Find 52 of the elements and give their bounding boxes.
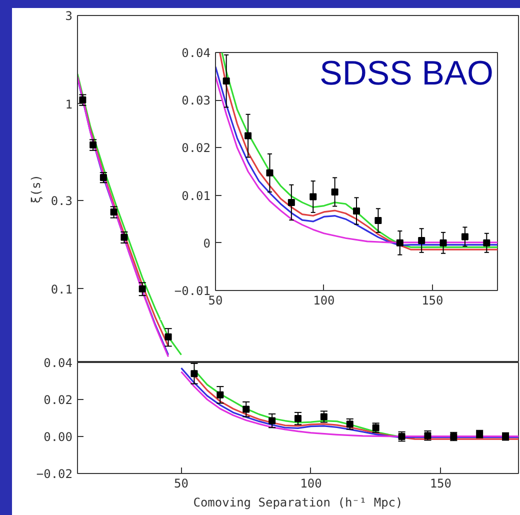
point xyxy=(353,208,360,215)
point xyxy=(320,413,328,420)
point xyxy=(138,285,146,292)
x-tick-label: 150 xyxy=(422,294,444,308)
point xyxy=(164,333,172,340)
point xyxy=(346,420,354,428)
x-tick-label: 50 xyxy=(208,294,223,308)
point xyxy=(396,239,404,246)
y-tick-label: 0.03 xyxy=(182,94,211,108)
point xyxy=(461,233,468,240)
point xyxy=(90,141,97,148)
point xyxy=(216,391,224,398)
y-tick-label: 0.04 xyxy=(182,46,211,60)
point xyxy=(424,432,432,440)
point xyxy=(242,406,250,413)
y-tick-label: 0.01 xyxy=(182,188,211,203)
point xyxy=(110,208,118,216)
point xyxy=(440,239,447,246)
annotation: SDSS BAO xyxy=(320,54,494,92)
point xyxy=(331,188,338,196)
point xyxy=(268,417,276,424)
y-tick-label: 0.02 xyxy=(44,393,73,407)
x-tick-label: 100 xyxy=(300,476,322,490)
x-tick-label: 150 xyxy=(430,476,452,490)
y-tick-label: 0.02 xyxy=(182,141,211,156)
x-axis-title: Comoving Separation (h⁻¹ Mpc) xyxy=(193,496,403,510)
point xyxy=(398,433,406,440)
y-axis-title: ξ(s) xyxy=(28,174,43,204)
point xyxy=(374,217,382,224)
x-tick-label: 50 xyxy=(174,476,188,490)
point xyxy=(288,198,295,206)
y-tick-label: −0.01 xyxy=(174,284,210,298)
point xyxy=(483,239,490,246)
point xyxy=(120,234,128,241)
y-tick-label: 0.3 xyxy=(50,194,73,208)
point xyxy=(100,174,107,181)
point xyxy=(190,370,198,378)
y-tick-label: 0.04 xyxy=(44,356,73,370)
y-tick-label: 1 xyxy=(65,97,73,112)
y-tick-label: 3 xyxy=(65,9,73,23)
point xyxy=(222,78,230,85)
point xyxy=(418,237,426,244)
y-tick-label: 0 xyxy=(203,236,211,250)
y-tick-label: −0.02 xyxy=(36,467,72,481)
point xyxy=(266,169,274,176)
point xyxy=(294,415,302,422)
y-tick-label: 0.1 xyxy=(50,282,73,296)
point xyxy=(244,132,252,140)
y-tick-label: 0.00 xyxy=(44,430,73,444)
point xyxy=(310,193,317,200)
x-tick-label: 100 xyxy=(313,294,335,308)
point xyxy=(79,96,86,104)
